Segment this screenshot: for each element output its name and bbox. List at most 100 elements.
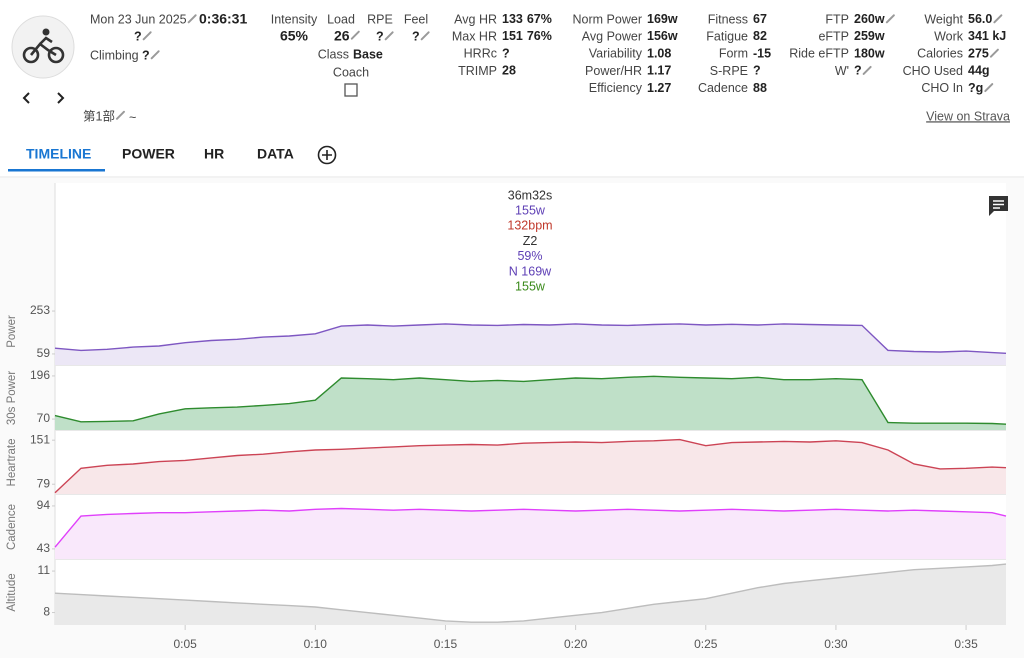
add-tab[interactable] (317, 145, 337, 165)
stat-label: FTP (825, 12, 849, 26)
coach-label: Coach (333, 65, 369, 79)
stat-value: ? (854, 64, 862, 78)
stat-value: ? (753, 64, 761, 78)
stat-value: 260w (854, 12, 885, 26)
tab[interactable]: TIMELINE (26, 146, 91, 162)
stat-label: HRRc (464, 47, 497, 61)
prev-arrow[interactable] (22, 92, 30, 104)
stat-value: 1.08 (647, 47, 671, 61)
tooltip-line: Z2 (523, 234, 538, 248)
y-tick-label: 253 (30, 303, 50, 317)
x-tick-label: 0:15 (434, 637, 458, 651)
tab[interactable]: HR (204, 146, 224, 162)
load-label: Load (327, 12, 355, 26)
stat-number: 1.17 (647, 64, 671, 78)
next-arrow[interactable] (57, 92, 65, 104)
stat-number: 88 (753, 81, 767, 95)
stat-value: 133 67% (502, 12, 552, 26)
y-axis-label: Heartrate (6, 439, 18, 487)
y-tick-label: 8 (43, 605, 50, 619)
climbing-value[interactable]: ? (142, 48, 150, 62)
stat-label: Calories (917, 47, 963, 61)
stat-label: Fatigue (706, 29, 748, 43)
activity-name[interactable]: ? (134, 29, 142, 43)
y-tick-label: 151 (30, 432, 50, 446)
stat-value: 88 (753, 81, 767, 95)
stat-value: 180w (854, 47, 885, 61)
area-fill (55, 508, 1006, 559)
edit-icon (350, 30, 360, 40)
tooltip-line: 155w (515, 279, 546, 293)
stat-label: Work (934, 29, 964, 43)
area-fill (55, 564, 1006, 625)
tooltip-line: 36m32s (508, 188, 552, 202)
tab[interactable]: POWER (122, 146, 175, 162)
stat-number: ? (753, 64, 761, 78)
stat-label: Max HR (452, 29, 497, 43)
intensity-value: 65% (280, 28, 309, 44)
stat-label: Fitness (708, 12, 748, 26)
edit-icon (384, 31, 394, 41)
series-line (54, 563, 1007, 623)
bike-icon (22, 36, 65, 64)
stat-number: 275 (968, 47, 989, 61)
stat-extra: 67% (527, 12, 552, 26)
stat-number: 180w (854, 47, 885, 61)
stat-value: 259w (854, 29, 885, 43)
edit-icon (420, 31, 430, 41)
stat-label: CHO In (921, 81, 963, 95)
edit-icon (984, 83, 994, 93)
area-fill (55, 323, 1006, 365)
stat-value: 56.0 (968, 12, 992, 26)
feel-label: Feel (404, 12, 428, 26)
rpe-value[interactable]: ? (376, 29, 384, 43)
stat-number: 56.0 (968, 12, 992, 26)
edit-icon (885, 14, 895, 24)
stat-number: 151 (502, 29, 523, 43)
feel-value[interactable]: ? (412, 29, 420, 43)
part-label[interactable]: 第1部 (83, 108, 115, 123)
x-tick-label: 0:30 (824, 637, 848, 651)
stat-label: Efficiency (589, 81, 643, 95)
climbing-label: Climbing (90, 48, 139, 62)
stat-label: W' (835, 64, 849, 78)
tab[interactable]: DATA (257, 146, 294, 162)
stat-value: 156w (647, 29, 678, 43)
stat-label: CHO Used (903, 64, 963, 78)
stat-number: 67 (753, 12, 767, 26)
x-tick-label: 0:10 (304, 637, 328, 651)
edit-icon (989, 48, 999, 58)
stats: Avg HR 133 67% Max HR 151 76% HRRc ? TRIMP 28 Norm… (452, 12, 1006, 95)
tooltip-line: 59% (517, 249, 542, 263)
comment-icon[interactable] (989, 196, 1008, 216)
y-tick-label: 11 (38, 563, 51, 577)
stat-number: 156w (647, 29, 678, 43)
area-fill (55, 439, 1006, 494)
stat-value: 151 76% (502, 29, 552, 43)
timeline-charts: Power 59 253 30s Power 70 196 Heartrate 79 151 Ca… (6, 303, 1007, 651)
x-tick-label: 0:20 (564, 637, 588, 651)
stat-label: Avg Power (582, 29, 642, 43)
stat-label: Norm Power (573, 12, 642, 26)
stat-number: 1.27 (647, 81, 671, 95)
series-line (54, 375, 1007, 425)
stat-number: 44g (968, 64, 990, 78)
strava-link[interactable]: View on Strava (926, 109, 1010, 123)
tooltip-line: N 169w (509, 264, 552, 278)
stat-value: 275 (968, 47, 989, 61)
intensity-label: Intensity (271, 12, 318, 26)
stat-number: ?g (968, 81, 983, 95)
stat-number: 1.08 (647, 47, 671, 61)
x-tick-label: 0:05 (173, 637, 197, 651)
stat-number: ? (854, 64, 862, 78)
y-tick-label: 79 (37, 476, 51, 490)
stat-value: -15 (753, 47, 771, 61)
stat-number: -15 (753, 47, 771, 61)
y-tick-label: 94 (37, 498, 51, 512)
duration: 0:36:31 (199, 11, 247, 27)
series-line (54, 323, 1007, 354)
coach-checkbox[interactable] (344, 83, 358, 97)
load-value[interactable]: 26 (334, 28, 350, 44)
